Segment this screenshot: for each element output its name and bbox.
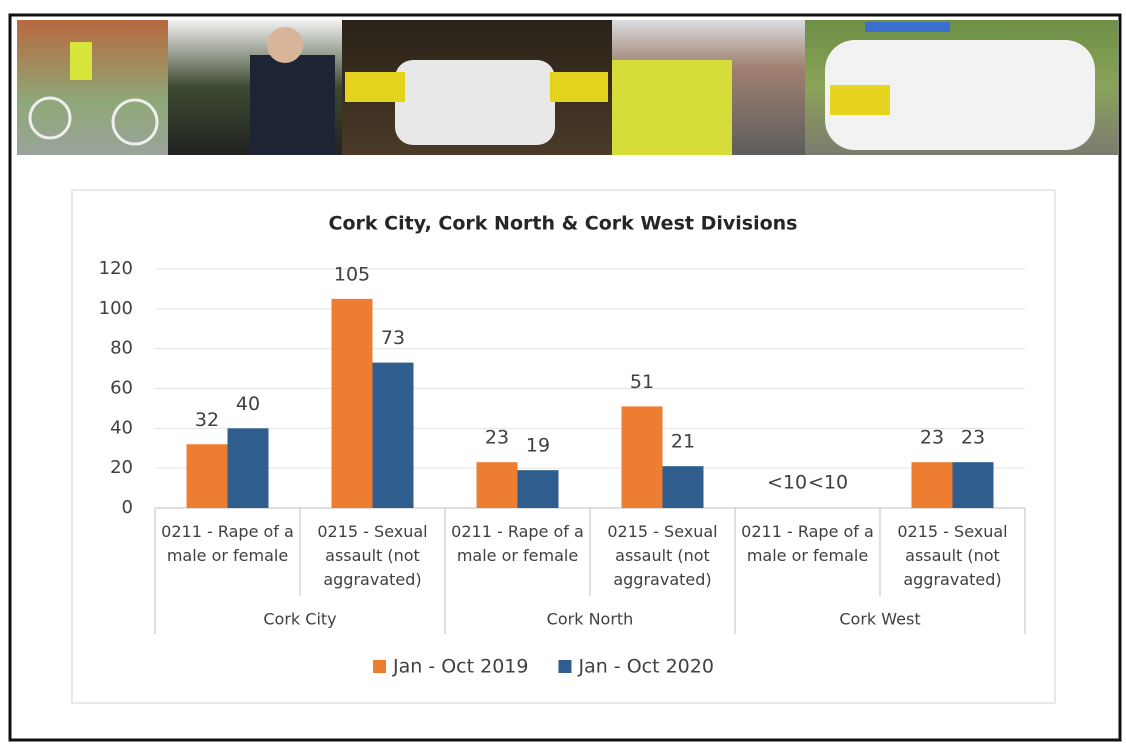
y-tick-label: 20 — [110, 457, 133, 478]
bar — [227, 428, 269, 508]
bar — [952, 462, 994, 508]
x-tick-label: 0215 - Sexual assault (not aggravated) — [317, 522, 428, 589]
data-label: 32 — [195, 409, 219, 431]
data-label: 73 — [381, 327, 405, 349]
bar — [911, 462, 953, 508]
y-tick-label: 100 — [99, 298, 133, 319]
data-label: <10 — [767, 472, 807, 494]
y-tick-label: 40 — [110, 417, 133, 438]
bar — [621, 406, 663, 508]
data-label: 40 — [236, 393, 260, 415]
y-tick-label: 60 — [110, 378, 133, 399]
x-tick-label: 0215 - Sexual assault (not aggravated) — [607, 522, 718, 589]
data-label: 105 — [334, 263, 370, 285]
data-label: 23 — [961, 427, 985, 449]
data-label: 23 — [920, 427, 944, 449]
data-label: 23 — [485, 427, 509, 449]
data-label: 19 — [526, 435, 550, 457]
legend-label: Jan - Oct 2020 — [577, 656, 713, 678]
data-label: 51 — [630, 371, 654, 393]
group-label: Cork City — [263, 610, 336, 629]
data-label: 21 — [671, 431, 695, 453]
group-label: Cork West — [839, 610, 920, 629]
x-tick-label: 0215 - Sexual assault (not aggravated) — [897, 522, 1008, 589]
group-label: Cork North — [547, 610, 634, 629]
x-tick-label: 0211 - Rape of a male or female — [451, 522, 584, 565]
bar — [476, 462, 518, 508]
chart-title: Cork City, Cork North & Cork West Divisi… — [329, 213, 798, 235]
photo-banner — [17, 20, 1118, 155]
y-tick-label: 80 — [110, 338, 133, 359]
x-tick-label: 0211 - Rape of a male or female — [161, 522, 294, 565]
bar — [517, 470, 559, 508]
legend-swatch — [558, 660, 572, 673]
bar — [331, 298, 373, 508]
y-tick-label: 0 — [122, 497, 133, 518]
bar — [662, 466, 704, 508]
y-tick-label: 120 — [99, 258, 133, 279]
data-label: <10 — [808, 472, 848, 494]
legend-swatch — [373, 660, 386, 673]
bar — [372, 362, 414, 508]
bar — [186, 444, 228, 508]
legend-label: Jan - Oct 2019 — [392, 656, 528, 678]
x-tick-label: 0211 - Rape of a male or female — [741, 522, 874, 565]
